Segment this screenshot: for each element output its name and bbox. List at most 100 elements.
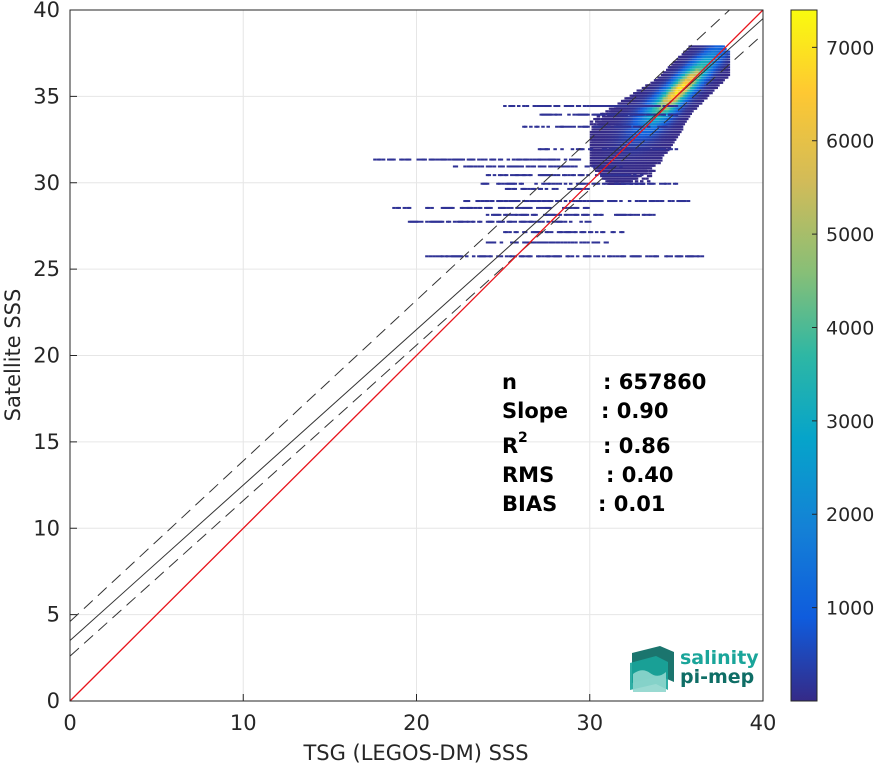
outlier-cell bbox=[568, 231, 573, 234]
density-cell bbox=[678, 130, 682, 134]
outlier-cell bbox=[615, 113, 620, 116]
outlier-cell bbox=[579, 187, 583, 190]
outlier-cell bbox=[620, 113, 625, 116]
outlier-cell bbox=[534, 182, 538, 185]
colorbar-ticks: 1000 2000 3000 4000 5000 6000 7000 bbox=[812, 37, 874, 620]
outlier-cell bbox=[655, 255, 660, 258]
outlier-cell bbox=[639, 125, 644, 128]
density-cell bbox=[645, 169, 649, 172]
outlier-cell bbox=[620, 182, 625, 185]
outlier-cell bbox=[492, 165, 497, 168]
outlier-cell bbox=[586, 113, 590, 116]
density-cell bbox=[596, 115, 601, 118]
outlier-cell bbox=[508, 187, 512, 190]
outlier-cell bbox=[548, 182, 552, 185]
outlier-cell bbox=[671, 105, 675, 108]
outlier-cell bbox=[549, 113, 554, 116]
density-cell bbox=[676, 133, 680, 136]
density-cell bbox=[724, 76, 729, 79]
outlier-cell bbox=[473, 206, 478, 209]
outlier-cell bbox=[579, 241, 583, 244]
x-axis-label: TSG (LEGOS-DM) SSS bbox=[302, 741, 528, 765]
outlier-cell bbox=[452, 220, 457, 223]
outlier-cell bbox=[504, 200, 509, 203]
density-cell bbox=[726, 66, 731, 69]
outlier-cell bbox=[586, 187, 590, 190]
outlier-cell bbox=[655, 200, 660, 203]
outlier-cell bbox=[551, 187, 556, 190]
outlier-cell bbox=[463, 165, 467, 168]
outlier-cell bbox=[471, 158, 476, 161]
outlier-cell bbox=[586, 200, 590, 203]
outlier-cell bbox=[558, 182, 563, 185]
outlier-cell bbox=[470, 206, 474, 209]
outlier-cell bbox=[671, 200, 675, 203]
density-cell bbox=[593, 123, 597, 126]
outlier-cell bbox=[563, 158, 568, 161]
outlier-cell bbox=[639, 174, 644, 177]
outlier-cell bbox=[527, 187, 531, 190]
outlier-cell bbox=[596, 255, 601, 258]
outlier-cell bbox=[577, 158, 582, 161]
outlier-cell bbox=[577, 105, 582, 108]
outlier-cell bbox=[501, 165, 505, 168]
outlier-cell bbox=[614, 174, 618, 177]
density-cell bbox=[679, 128, 684, 131]
outlier-cell bbox=[574, 231, 578, 234]
outlier-cell bbox=[477, 200, 481, 203]
outlier-cell bbox=[575, 213, 580, 216]
outlier-cell bbox=[614, 200, 618, 203]
outlier-cell bbox=[492, 174, 497, 177]
outlier-cell bbox=[556, 241, 561, 244]
density-cell bbox=[711, 89, 715, 92]
outlier-cell bbox=[525, 105, 530, 108]
density-cell bbox=[690, 110, 694, 113]
outlier-cell bbox=[631, 148, 635, 151]
y-tick-label: 35 bbox=[33, 84, 60, 108]
stat-n-value: : 657860 bbox=[603, 370, 706, 394]
outlier-cell bbox=[563, 182, 568, 185]
outlier-cell bbox=[624, 113, 628, 116]
density-cell bbox=[726, 53, 731, 56]
outlier-cell bbox=[432, 255, 436, 258]
density-cell bbox=[589, 120, 594, 123]
density-cell bbox=[674, 136, 679, 139]
outlier-cell bbox=[516, 105, 521, 108]
stat-r2-sup: 2 bbox=[518, 430, 528, 446]
y-tick-label: 40 bbox=[33, 0, 60, 22]
outlier-cell bbox=[657, 113, 661, 116]
outlier-cell bbox=[584, 220, 589, 223]
outlier-cell bbox=[586, 165, 590, 168]
outlier-cell bbox=[591, 165, 595, 168]
outlier-cell bbox=[546, 148, 550, 151]
outlier-cell bbox=[520, 165, 524, 168]
outlier-cell bbox=[646, 105, 651, 108]
outlier-cell bbox=[638, 255, 642, 258]
outlier-cell bbox=[465, 255, 469, 258]
density-cell bbox=[721, 79, 725, 82]
y-tick-label: 20 bbox=[33, 344, 60, 368]
outlier-cell bbox=[542, 158, 547, 161]
outlier-cell bbox=[662, 148, 667, 151]
outlier-cell bbox=[633, 213, 637, 216]
outlier-cell bbox=[490, 200, 495, 203]
outlier-cell bbox=[492, 241, 497, 244]
y-tick-label: 0 bbox=[47, 689, 60, 713]
colorbar-tick-label: 3000 bbox=[826, 411, 874, 433]
outlier-cell bbox=[638, 182, 642, 185]
outlier-cell bbox=[536, 125, 540, 128]
outlier-cell bbox=[484, 158, 488, 161]
outlier-cell bbox=[499, 158, 504, 161]
outlier-cell bbox=[575, 206, 580, 209]
outlier-cell bbox=[697, 255, 701, 258]
outlier-cell bbox=[425, 220, 429, 223]
outlier-cell bbox=[568, 213, 573, 216]
outlier-cell bbox=[662, 113, 667, 116]
outlier-cell bbox=[516, 165, 521, 168]
outlier-cell bbox=[582, 200, 587, 203]
outlier-cell bbox=[551, 241, 556, 244]
outlier-cell bbox=[471, 220, 476, 223]
outlier-cell bbox=[660, 200, 665, 203]
outlier-cell bbox=[662, 105, 667, 108]
